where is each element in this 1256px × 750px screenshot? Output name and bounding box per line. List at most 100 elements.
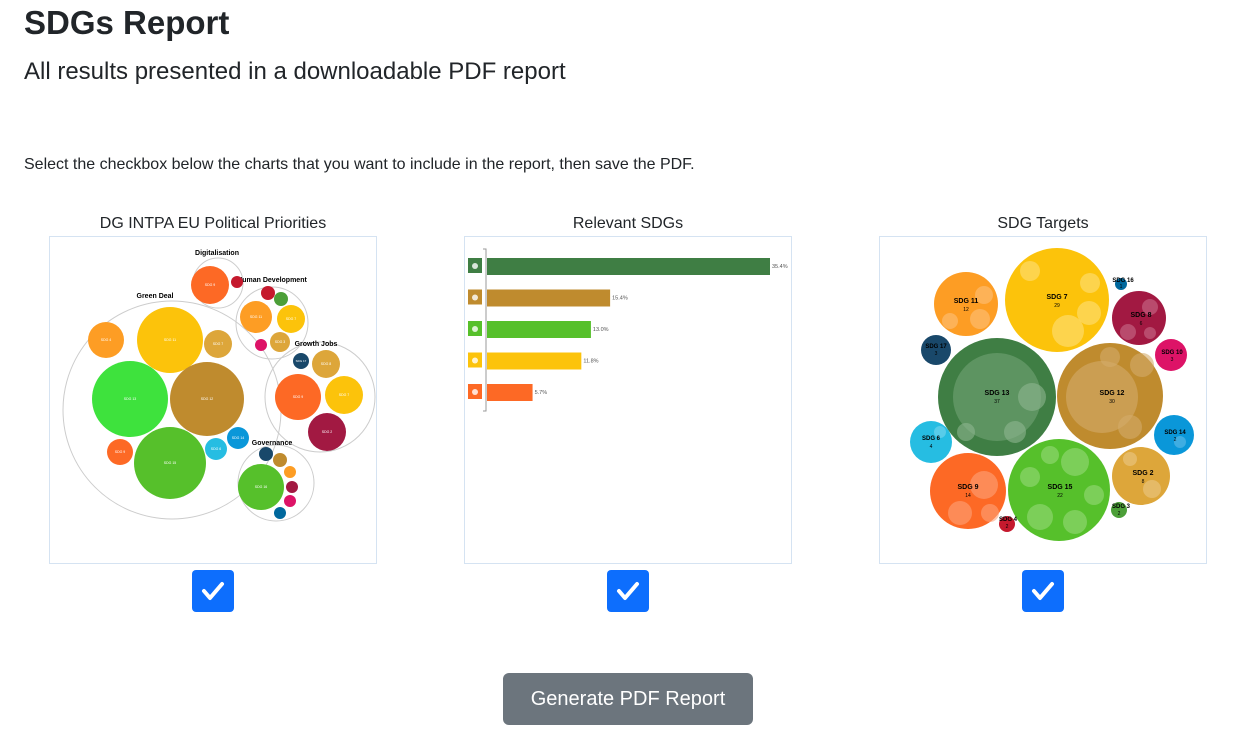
checkmark-icon (202, 582, 224, 600)
bubble-label: SDG 17 (925, 344, 947, 350)
priorities-include-checkbox[interactable] (192, 570, 234, 612)
sdg-targets-include-checkbox[interactable] (1022, 570, 1064, 612)
bar-value-label: 11.8% (583, 359, 598, 365)
bubble (274, 507, 286, 519)
bubble (1155, 339, 1187, 371)
bubble-label: SDG 12 (201, 397, 214, 401)
relevant-sdgs-include-checkbox[interactable] (607, 570, 649, 612)
bubble (293, 353, 309, 369)
bubble-label: SDG 8 (321, 362, 332, 366)
bubble (284, 495, 296, 507)
bubble (255, 339, 267, 351)
bubble-count: 6 (1140, 321, 1143, 327)
bubble (238, 464, 284, 510)
bubble-label: SDG 9 (205, 283, 216, 287)
bubble-label: SDG 7 (286, 317, 297, 321)
bubble (1111, 502, 1127, 518)
group-label: Growth Jobs (295, 341, 338, 348)
bubble (107, 439, 133, 465)
bubble (312, 350, 340, 378)
bubble-label: SDG 11 (250, 315, 262, 319)
bubble (1115, 278, 1127, 290)
bubble-count: 8 (1142, 479, 1145, 485)
bubble (284, 466, 296, 478)
bubble (137, 307, 203, 373)
checkmark-icon (617, 582, 639, 600)
bubble-label: SDG 7 (1046, 294, 1067, 301)
bubble-label: SDG 14 (232, 436, 245, 440)
group-label: Human Development (237, 277, 307, 284)
generate-pdf-button[interactable]: Generate PDF Report (503, 673, 753, 725)
bar-value-label: 5.7% (535, 390, 548, 396)
sdg-tile-glyph (472, 389, 478, 395)
bubble-count: 4 (930, 444, 933, 450)
bar-value-label: 35.4% (772, 264, 788, 270)
bubble-label: SDG 15 (1048, 484, 1073, 491)
sdg-targets-chart: SDG 11 12 SDG 7 29 SDG 16 1 SDG 8 6 SDG … (879, 236, 1207, 564)
relevant-sdgs-chart: 35.4% 15.4% 13.0% 11.8% 5.7% (464, 236, 792, 564)
bubble (204, 330, 232, 358)
governance-group (237, 444, 315, 522)
bubble-label: SDG 16 (1112, 278, 1134, 284)
human-development-group (235, 286, 309, 360)
bubble-count: 2 (1118, 511, 1121, 517)
relevant-sdgs-bar-chart: 35.4% 15.4% 13.0% 11.8% 5.7% (468, 248, 788, 412)
bubble (273, 453, 287, 467)
bubble-count: 30 (1109, 399, 1115, 405)
relevant-sdgs-chart-title: Relevant SDGs (572, 215, 684, 232)
relevant-sdgs-card: Relevant SDGs 35.4% 15.4% 13.0% 11.8% 5.7% (464, 212, 792, 612)
bubble-count: 22 (1057, 493, 1063, 499)
bubble-label: SDG 10 (1161, 350, 1183, 356)
bar (487, 352, 582, 370)
bubble (205, 438, 227, 460)
bar (487, 321, 591, 338)
bubble (88, 322, 124, 358)
page-title: SDGs Report (24, 4, 230, 41)
sdg-targets-bubble-chart: SDG 11 12 SDG 7 29 SDG 16 1 SDG 8 6 SDG … (910, 248, 1194, 541)
bubble-count: 3 (935, 351, 938, 357)
sdg-tile-glyph (472, 357, 478, 364)
group-label: Digitalisation (195, 250, 239, 257)
bubble-label: SDG 13 (124, 397, 137, 401)
bubble-label: SDG 4 (999, 517, 1018, 523)
bubble (270, 332, 290, 352)
sdg-targets-card: SDG Targets SDG 11 12 SDG 7 29 SDG 16 1 (879, 212, 1207, 612)
bubble (261, 286, 275, 300)
bubble (191, 266, 229, 304)
priorities-card: DG INTPA EU Political Priorities Digital… (49, 212, 377, 612)
bubble-count: 1 (1120, 284, 1123, 290)
bubble (227, 427, 249, 449)
bubble-label: SDG 6 (922, 436, 941, 442)
bubble-label: SDG 11 (164, 338, 176, 342)
bubble (275, 374, 321, 420)
bar (487, 384, 533, 401)
bubble (308, 413, 346, 451)
bubble-count: 2 (1006, 524, 1009, 530)
bubble-count: 29 (1054, 303, 1060, 309)
bubble-label: SDG 14 (1164, 430, 1186, 436)
bubble-count: 12 (963, 307, 969, 313)
bubble-label: SDG 2 (322, 430, 333, 434)
bubble-label: SDG 9 (115, 450, 126, 454)
bubble (325, 376, 363, 414)
bubble-label: SDG 9 (293, 395, 304, 399)
bubble (910, 421, 952, 463)
bubble-label: SDG 8 (1130, 312, 1151, 319)
bubble-label: SDG 3 (1112, 504, 1131, 510)
bubble (999, 516, 1015, 532)
bubble-count: 2 (1174, 437, 1177, 443)
bubble-label: SDG 3 (275, 340, 286, 344)
page-subtitle: All results presented in a downloadable … (24, 58, 566, 85)
bar-value-label: 15.4% (612, 296, 628, 302)
group-label: Green Deal (137, 293, 174, 300)
bubble (274, 292, 288, 306)
bubble-count: 14 (965, 493, 971, 499)
bubble (170, 362, 244, 436)
bar (487, 258, 770, 275)
bar-value-label: 13.0% (593, 327, 609, 333)
bubble-label: SDG 6 (211, 447, 222, 451)
priorities-bubble-chart: Digitalisation Human Development Green D… (62, 250, 376, 522)
bubble (286, 481, 298, 493)
bar (487, 289, 611, 307)
growth-jobs-group (264, 341, 376, 453)
